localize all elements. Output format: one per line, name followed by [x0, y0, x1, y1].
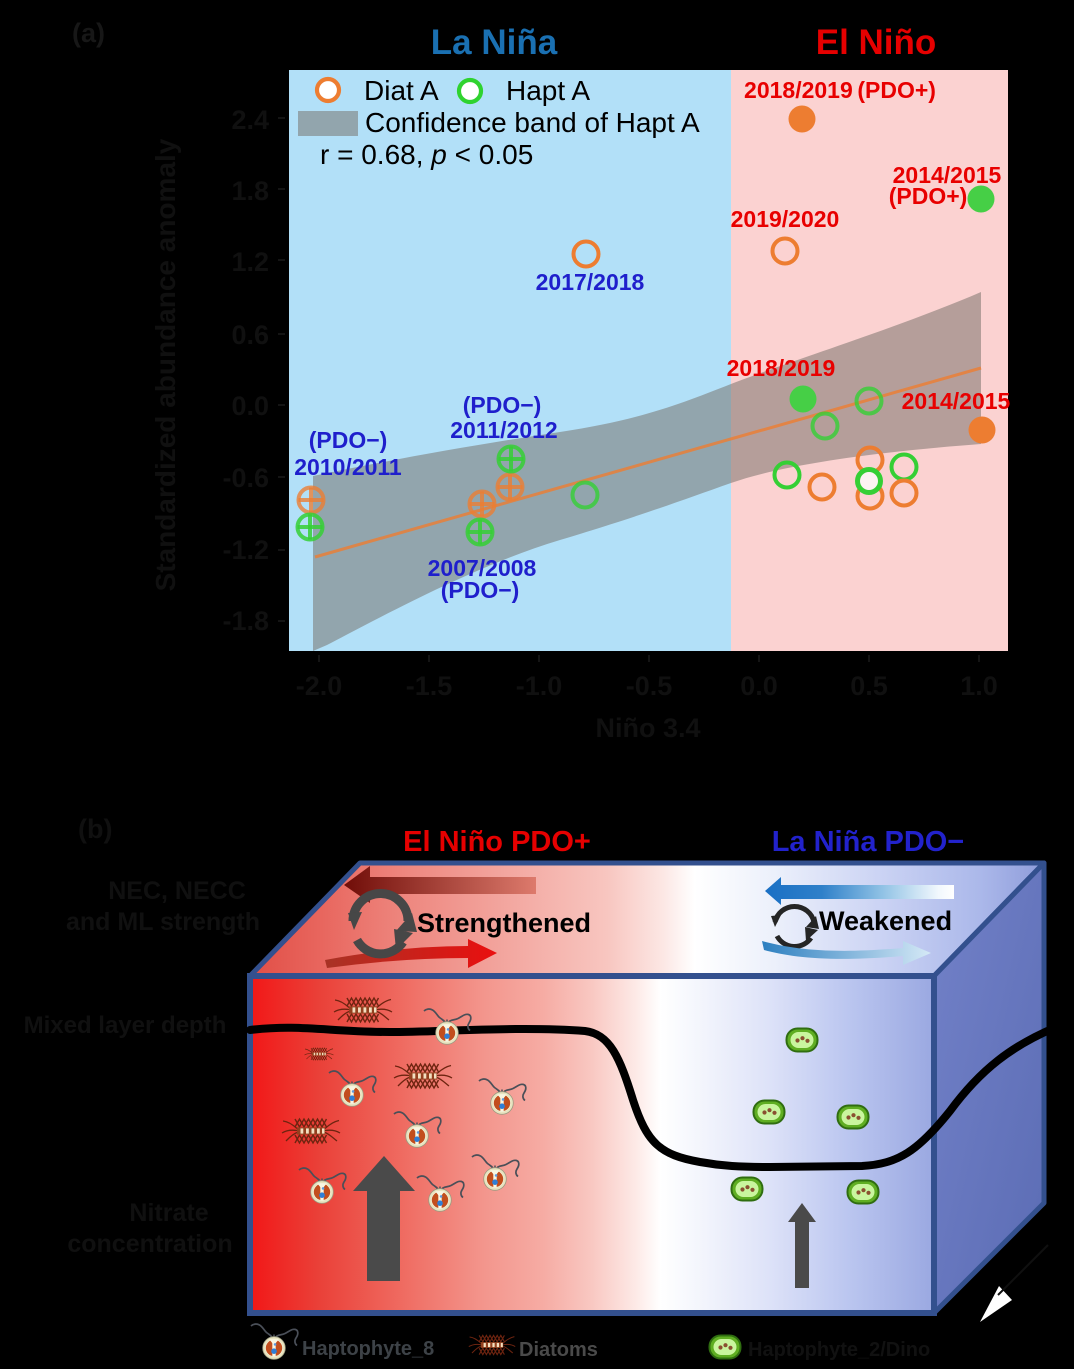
svg-text:-1.2: -1.2: [222, 535, 269, 565]
svg-text:-0.5: -0.5: [626, 671, 673, 701]
svg-text:El Niño PDO+: El Niño PDO+: [403, 826, 591, 858]
svg-text:2018/2019 (PDO+): 2018/2019 (PDO+): [744, 77, 936, 103]
svg-text:La Niña: La Niña: [431, 23, 558, 62]
svg-text:-1.0: -1.0: [516, 671, 563, 701]
svg-text:Haptophyte_8: Haptophyte_8: [302, 1338, 434, 1360]
svg-text:1.8: 1.8: [231, 176, 269, 206]
svg-text:(PDO−): (PDO−): [309, 427, 388, 453]
svg-text:0.5: 0.5: [850, 671, 888, 701]
svg-text:Haptophyte_2/Dino: Haptophyte_2/Dino: [748, 1339, 930, 1361]
svg-text:2019/2020: 2019/2020: [731, 206, 840, 232]
svg-text:-2.0: -2.0: [296, 671, 343, 701]
svg-text:Weakened: Weakened: [819, 906, 952, 936]
svg-text:2014/2015: 2014/2015: [902, 388, 1011, 414]
svg-text:-1.5: -1.5: [406, 671, 453, 701]
svg-text:-0.6: -0.6: [222, 463, 269, 493]
svg-text:-1.8: -1.8: [222, 606, 269, 636]
svg-text:Strengthened: Strengthened: [417, 908, 591, 938]
svg-text:Diatoms: Diatoms: [519, 1339, 598, 1361]
svg-text:2007/2008: 2007/2008: [428, 555, 537, 581]
svg-text:1.2: 1.2: [231, 247, 269, 277]
svg-text:2.4: 2.4: [231, 105, 269, 135]
svg-text:Mixed layer depth: Mixed layer depth: [24, 1012, 227, 1039]
svg-text:Niño 3.4: Niño 3.4: [595, 713, 700, 743]
svg-text:Nitrate: Nitrate: [129, 1199, 208, 1227]
svg-text:(PDO−): (PDO−): [463, 392, 542, 418]
svg-text:(a): (a): [72, 18, 105, 48]
svg-text:(PDO−): (PDO−): [441, 577, 520, 603]
svg-text:0.0: 0.0: [231, 391, 269, 421]
svg-text:El Niño: El Niño: [816, 23, 937, 62]
svg-text:(b): (b): [78, 814, 112, 844]
svg-text:(PDO+): (PDO+): [889, 183, 968, 209]
svg-text:Diat A: Diat A: [364, 75, 439, 106]
svg-text:0.6: 0.6: [231, 320, 269, 350]
svg-text:0.0: 0.0: [740, 671, 778, 701]
svg-text:2011/2012: 2011/2012: [450, 417, 557, 443]
svg-text:Standardized abundance anomaly: Standardized abundance anomaly: [150, 138, 181, 591]
svg-text:2014/2015: 2014/2015: [893, 162, 1002, 188]
svg-text:concentration: concentration: [67, 1230, 232, 1258]
svg-text:Confidence band of Hapt A: Confidence band of Hapt A: [365, 107, 700, 138]
svg-text:r = 0.68, p < 0.05: r = 0.68, p < 0.05: [320, 139, 533, 170]
svg-text:and ML strength: and ML strength: [66, 908, 260, 936]
svg-text:Hapt A: Hapt A: [506, 75, 590, 106]
svg-text:2018/2019: 2018/2019: [727, 355, 836, 381]
svg-text:1.0: 1.0: [960, 671, 998, 701]
svg-text:NEC, NECC: NEC, NECC: [108, 877, 246, 905]
svg-text:2017/2018: 2017/2018: [536, 269, 645, 295]
svg-text:2010/2011: 2010/2011: [294, 454, 402, 480]
svg-text:La Niña PDO−: La Niña PDO−: [772, 826, 965, 858]
